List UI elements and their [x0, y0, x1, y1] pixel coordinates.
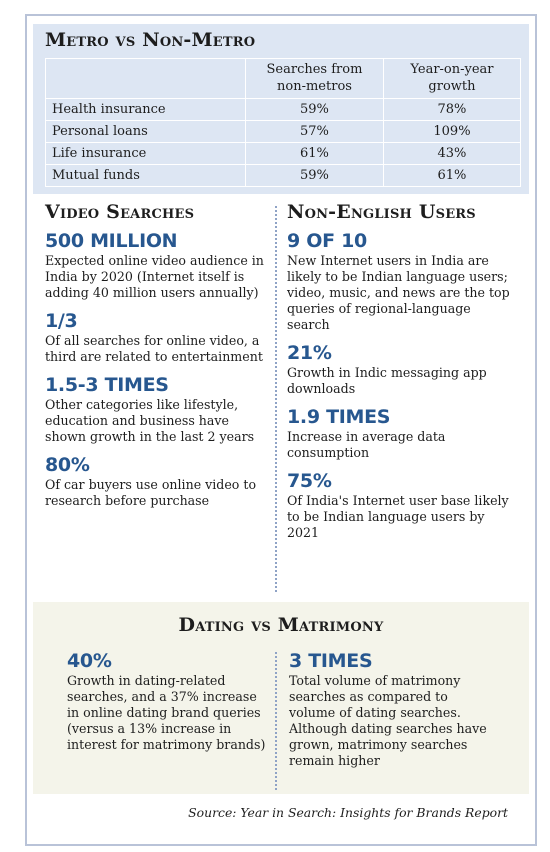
row-label: Mutual funds	[45, 164, 246, 187]
row-growth: 43%	[382, 142, 522, 165]
stat-text: Of India's Internet user base likely to …	[287, 493, 509, 540]
row-label: Health insurance	[45, 98, 246, 121]
dating-section: Dating vs Matrimony 40% Growth in dating…	[33, 602, 529, 794]
stat-block: 500 MILLION Expected online video audien…	[45, 230, 270, 301]
dating-divider	[275, 652, 277, 790]
stat-block: 75% Of India's Internet user base likely…	[287, 470, 512, 541]
stat-value: 500 MILLION	[45, 230, 178, 252]
stat-text: Of car buyers use online video to resear…	[45, 477, 257, 508]
stat-block: 80% Of car buyers use online video to re…	[45, 454, 270, 509]
stat-value: 1.5-3 TIMES	[45, 374, 169, 396]
video-searches-section: Video Searches 500 MILLION Expected onli…	[45, 200, 270, 518]
row-label: Life insurance	[45, 142, 246, 165]
stat-value: 21%	[287, 342, 332, 364]
video-title: Video Searches	[45, 201, 195, 223]
dating-left-stat: 40% Growth in dating-related searches, a…	[67, 650, 267, 753]
non-english-title: Non-English Users	[287, 201, 476, 223]
row-growth: 109%	[382, 120, 522, 143]
table-row: Personal loans 57% 109%	[45, 120, 522, 143]
metro-section: Metro vs Non-Metro Searches from non-met…	[33, 24, 529, 194]
row-label: Personal loans	[45, 120, 246, 143]
stat-text: Growth in dating-related searches, and a…	[67, 673, 266, 752]
table-row: Mutual funds 59% 61%	[45, 164, 522, 187]
stat-block: 1.5-3 TIMES Other categories like lifest…	[45, 374, 270, 445]
stat-text: New Internet users in India are likely t…	[287, 253, 510, 332]
stat-text: Increase in average data consumption	[287, 429, 446, 460]
stat-value: 3 TIMES	[289, 650, 373, 672]
table-header-searches: Searches from non-metros	[245, 58, 384, 99]
table-header-growth: Year-on-year growth	[382, 58, 522, 99]
stat-value: 9 OF 10	[287, 230, 367, 252]
column-divider	[275, 206, 277, 592]
table-row: Health insurance 59% 78%	[45, 98, 522, 121]
row-searches: 57%	[245, 120, 384, 143]
row-growth: 61%	[382, 164, 522, 187]
stat-block: 9 OF 10 New Internet users in India are …	[287, 230, 512, 333]
row-searches: 59%	[245, 164, 384, 187]
stat-text: Total volume of matrimony searches as co…	[289, 673, 487, 768]
table-header-row: Searches from non-metros Year-on-year gr…	[45, 58, 522, 99]
row-searches: 59%	[245, 98, 384, 121]
dating-right-stat: 3 TIMES Total volume of matrimony search…	[289, 650, 489, 769]
stat-text: Growth in Indic messaging app downloads	[287, 365, 487, 396]
stat-value: 75%	[287, 470, 332, 492]
stat-block: 21% Growth in Indic messaging app downlo…	[287, 342, 512, 397]
metro-table: Searches from non-metros Year-on-year gr…	[45, 58, 522, 187]
stat-value: 1/3	[45, 310, 78, 332]
dating-title: Dating vs Matrimony	[178, 614, 384, 636]
stat-value: 40%	[67, 650, 112, 672]
stat-value: 80%	[45, 454, 90, 476]
row-searches: 61%	[245, 142, 384, 165]
stat-text: Expected online video audience in India …	[45, 253, 264, 300]
stat-text: Of all searches for online video, a thir…	[45, 333, 263, 364]
stat-text: Other categories like lifestyle, educati…	[45, 397, 255, 444]
stat-block: 1.9 TIMES Increase in average data consu…	[287, 406, 512, 461]
table-row: Life insurance 61% 43%	[45, 142, 522, 165]
source-note: Source: Year in Search: Insights for Bra…	[188, 805, 508, 820]
stat-value: 1.9 TIMES	[287, 406, 391, 428]
row-growth: 78%	[382, 98, 522, 121]
non-english-section: Non-English Users 9 OF 10 New Internet u…	[287, 200, 512, 550]
stat-block: 1/3 Of all searches for online video, a …	[45, 310, 270, 365]
metro-title: Metro vs Non-Metro	[45, 29, 256, 51]
table-header-blank	[45, 58, 246, 99]
